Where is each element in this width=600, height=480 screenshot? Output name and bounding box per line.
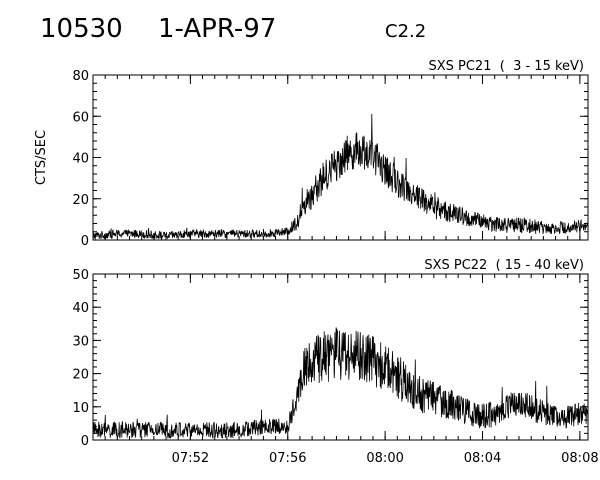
x-tick-label: 07:56: [269, 451, 306, 466]
plot-frame-2: [92, 273, 589, 441]
y-axis-label: CTS/SEC: [34, 130, 49, 185]
series-line-2: [92, 327, 589, 439]
x-tick-label: 07:52: [172, 451, 209, 466]
y-tick-label: 20: [72, 193, 89, 208]
y-tick-label: 50: [72, 268, 89, 283]
y-tick-label: 40: [72, 301, 89, 316]
x-tick-label: 08:08: [561, 451, 598, 466]
x-tick-label: 08:04: [464, 451, 501, 466]
y-tick-label: 30: [72, 334, 89, 349]
event-date-label: 1-APR-97: [158, 14, 277, 44]
event-id-label: 10530: [40, 14, 123, 44]
y-tick-label: 40: [72, 152, 89, 167]
series-line-1: [92, 113, 589, 240]
chart-title-2: SXS PC22 ( 15 - 40 keV): [424, 258, 584, 273]
flare-class-label: C2.2: [385, 21, 427, 42]
x-tick-label: 08:00: [366, 451, 403, 466]
chart-title-1: SXS PC21 ( 3 - 15 keV): [428, 59, 584, 74]
y-tick-label: 80: [72, 69, 89, 84]
y-tick-label: 60: [72, 110, 89, 125]
y-tick-label: 0: [81, 234, 89, 249]
y-tick-label: 10: [72, 401, 89, 416]
y-tick-label: 20: [72, 368, 89, 383]
y-tick-label: 0: [81, 434, 89, 449]
